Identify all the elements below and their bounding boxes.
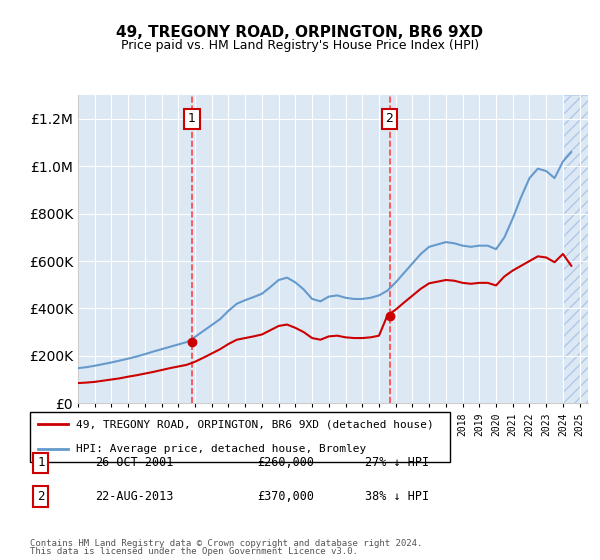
Text: 1: 1 (188, 113, 196, 125)
Text: 2: 2 (386, 113, 394, 125)
Text: 49, TREGONY ROAD, ORPINGTON, BR6 9XD (detached house): 49, TREGONY ROAD, ORPINGTON, BR6 9XD (de… (76, 419, 434, 429)
Text: £260,000: £260,000 (257, 456, 314, 469)
Text: 49, TREGONY ROAD, ORPINGTON, BR6 9XD: 49, TREGONY ROAD, ORPINGTON, BR6 9XD (116, 25, 484, 40)
FancyBboxPatch shape (30, 412, 450, 462)
Text: Price paid vs. HM Land Registry's House Price Index (HPI): Price paid vs. HM Land Registry's House … (121, 39, 479, 52)
Text: 27% ↓ HPI: 27% ↓ HPI (365, 456, 429, 469)
Text: £370,000: £370,000 (257, 490, 314, 503)
Text: 38% ↓ HPI: 38% ↓ HPI (365, 490, 429, 503)
Text: 22-AUG-2013: 22-AUG-2013 (95, 490, 173, 503)
Text: This data is licensed under the Open Government Licence v3.0.: This data is licensed under the Open Gov… (30, 548, 358, 557)
Text: Contains HM Land Registry data © Crown copyright and database right 2024.: Contains HM Land Registry data © Crown c… (30, 539, 422, 548)
Text: 2: 2 (37, 490, 44, 503)
Text: 26-OCT-2001: 26-OCT-2001 (95, 456, 173, 469)
Text: HPI: Average price, detached house, Bromley: HPI: Average price, detached house, Brom… (76, 445, 367, 454)
Text: 1: 1 (37, 456, 44, 469)
